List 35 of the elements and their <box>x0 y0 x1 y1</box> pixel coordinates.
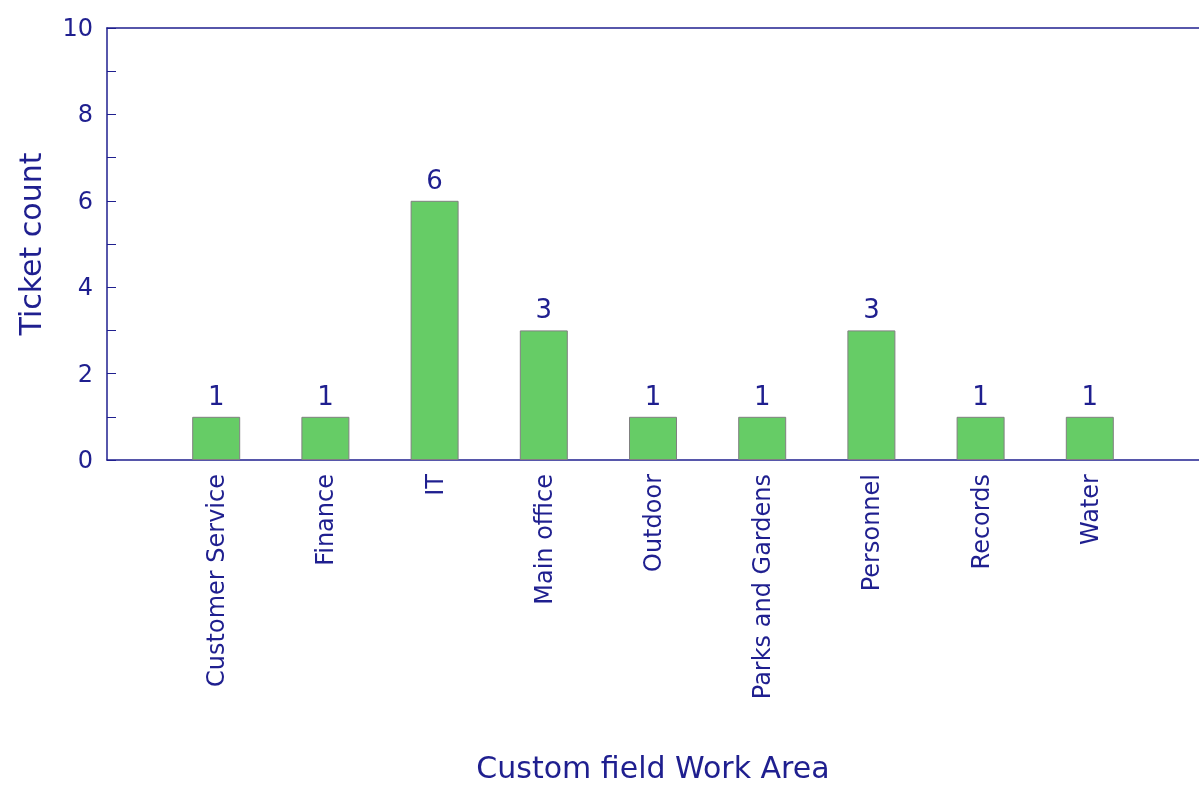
bar <box>410 200 459 460</box>
bar <box>519 330 568 460</box>
data-label: 3 <box>863 294 880 325</box>
data-label: 6 <box>426 164 443 195</box>
bar <box>956 416 1005 460</box>
data-label: 1 <box>207 380 225 411</box>
bar <box>738 416 787 460</box>
x-tick-label: Customer Service <box>202 474 231 687</box>
bar <box>301 416 350 460</box>
bar <box>847 330 896 460</box>
data-label: 1 <box>644 380 662 411</box>
bar <box>192 416 241 460</box>
y-axis-title: Ticket count <box>12 152 48 337</box>
x-tick-label: Parks and Gardens <box>748 474 777 700</box>
x-tick-label: Finance <box>311 474 340 566</box>
bar <box>629 416 677 460</box>
x-tick-label: Main office <box>529 474 558 605</box>
data-label: 1 <box>753 380 771 411</box>
data-label: 3 <box>535 294 553 325</box>
x-tick-label: IT <box>420 473 449 496</box>
x-tick-label: Outdoor <box>639 473 667 572</box>
x-axis-title: Custom field Work Area <box>476 749 830 785</box>
data-label: 1 <box>1081 380 1099 411</box>
x-tick-label: Personnel <box>857 474 886 592</box>
data-label: 1 <box>317 380 334 411</box>
y-tick-label: 0 <box>77 446 93 474</box>
bar <box>1065 416 1114 460</box>
y-tick-label: 6 <box>77 186 93 215</box>
y-tick-label: 4 <box>77 273 93 302</box>
x-tick-label: Records <box>966 474 995 570</box>
y-tick-label: 10 <box>62 14 93 42</box>
data-label: 1 <box>972 380 989 411</box>
x-tick-label: Water <box>1075 473 1104 545</box>
y-tick-label: 8 <box>77 100 93 129</box>
y-tick-label: 2 <box>77 359 93 388</box>
